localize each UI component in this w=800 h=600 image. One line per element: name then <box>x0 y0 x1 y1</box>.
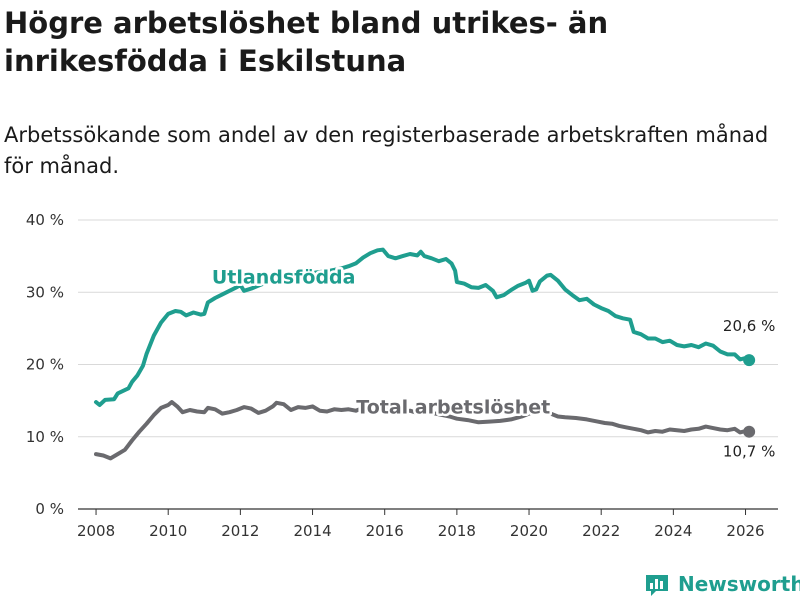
labels: 20,6 % Utlandsfödda 10,7 % Total arbetslösh… <box>209 264 775 461</box>
x-tick-label: 2022 <box>582 522 620 540</box>
y-tick-label: 20 % <box>26 356 64 374</box>
end-point-utlandsfodda <box>743 354 756 367</box>
series-label-utlandsfodda: Utlandsfödda <box>212 267 356 289</box>
y-tick-label: 40 % <box>26 211 64 229</box>
axes: 0 % 10 % 20 % 30 % 40 % 2008 2010 2012 2014 2016 2… <box>26 211 765 540</box>
series <box>94 247 756 461</box>
x-tick-label: 2020 <box>510 522 548 540</box>
chart-title: Högre arbetslöshet bland utrikes- än inr… <box>4 6 609 78</box>
x-tick-label: 2012 <box>221 522 259 540</box>
end-point-total <box>743 425 756 438</box>
series-line-utlandsfodda <box>94 247 752 407</box>
x-tick-label: 2008 <box>77 522 115 540</box>
x-tick-label: 2016 <box>366 522 404 540</box>
series-line-total <box>94 400 752 461</box>
end-value-utlandsfodda: 20,6 % <box>723 317 775 335</box>
x-tick-label: 2010 <box>149 522 187 540</box>
x-tick-label: 2026 <box>726 522 764 540</box>
end-value-total: 10,7 % <box>723 443 775 461</box>
x-tick-label: 2018 <box>438 522 476 540</box>
chart-subtitle: Arbetssökande som andel av den registerb… <box>4 123 769 178</box>
bar-chart-icon <box>646 575 668 596</box>
series-label-total: Total arbetslöshet <box>356 397 550 419</box>
x-tick-label: 2014 <box>293 522 331 540</box>
grid <box>78 219 778 510</box>
y-tick-label: 10 % <box>26 428 64 446</box>
y-tick-label: 30 % <box>26 283 64 301</box>
newsworthy-logo[interactable]: Newsworthy <box>644 568 800 600</box>
brand-name: Newsworthy <box>678 572 800 596</box>
x-tick-label: 2024 <box>654 522 692 540</box>
y-tick-label: 0 % <box>35 500 64 518</box>
